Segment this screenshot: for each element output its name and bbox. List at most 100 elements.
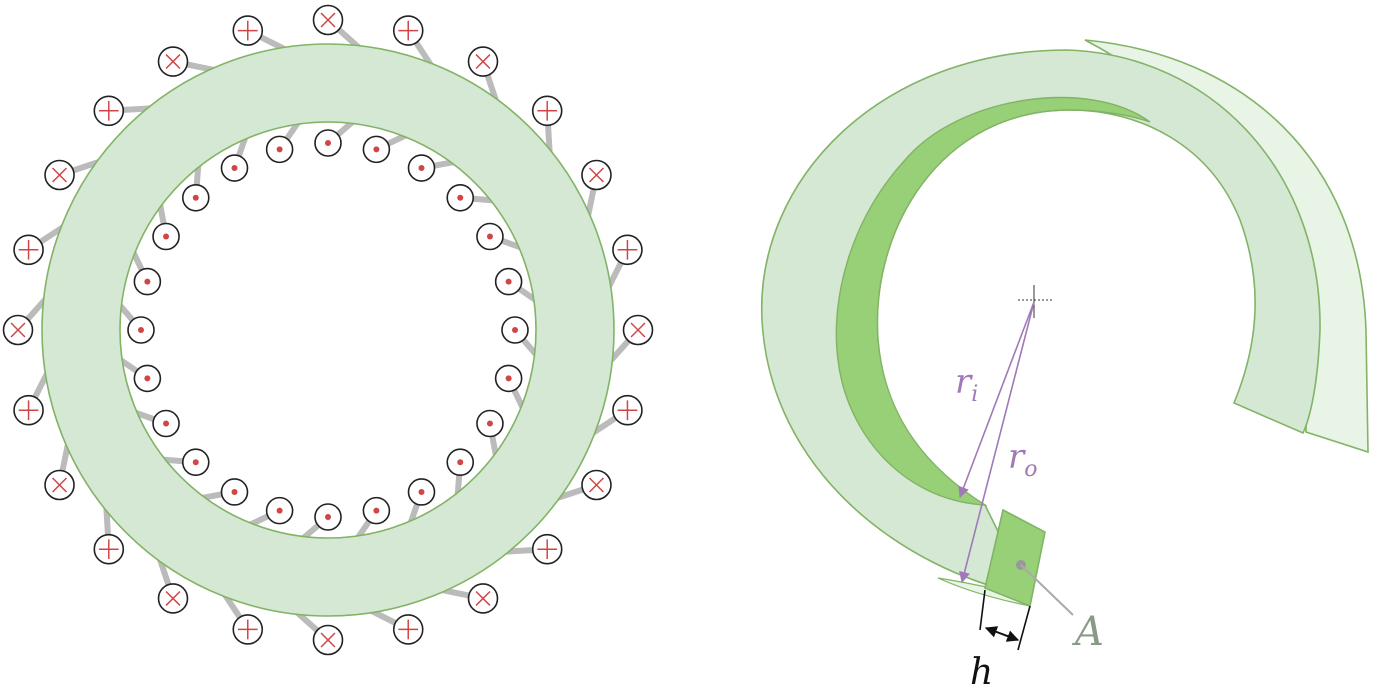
conductor-out-of-page <box>362 496 391 525</box>
cross-mark-stroke <box>165 54 181 70</box>
cross-mark-stroke <box>588 477 604 493</box>
cross-mark-stroke <box>10 322 26 338</box>
dot-mark <box>457 194 464 201</box>
cross-mark-stroke <box>630 322 646 338</box>
conductor-out-of-page <box>314 129 342 157</box>
dot-mark <box>163 233 170 240</box>
dot-mark <box>163 420 170 427</box>
thickness-extension-left <box>979 589 986 631</box>
conductor-out-of-page <box>476 409 504 438</box>
dot-mark <box>457 459 464 466</box>
toroid-winding-figure <box>2 4 654 656</box>
conductor-into-page <box>581 469 612 501</box>
conductor-out-of-page <box>152 222 180 251</box>
dot-mark <box>231 165 238 172</box>
conductor-out-of-page <box>476 222 504 251</box>
dot-mark <box>486 233 493 240</box>
conductor-out-of-page <box>152 409 180 438</box>
dot-mark <box>325 140 331 146</box>
conductor-into-page <box>531 95 563 127</box>
cross-section-leader <box>1020 564 1074 616</box>
dot-mark <box>231 488 238 495</box>
dot-mark <box>192 194 199 201</box>
inner-radius-label: ri <box>955 362 978 407</box>
cross-mark-stroke <box>52 477 68 493</box>
conductor-out-of-page <box>494 267 523 296</box>
conductor-out-of-page <box>265 135 294 164</box>
dot-mark <box>276 146 283 153</box>
conductor-into-page <box>622 314 654 346</box>
conductor-out-of-page <box>446 183 475 212</box>
conductor-into-page <box>612 234 643 266</box>
thickness-dimension-arrow <box>984 626 1020 642</box>
conductor-out-of-page <box>314 503 342 531</box>
conductor-into-page <box>467 46 499 77</box>
dot-mark <box>512 327 518 333</box>
dot-mark <box>373 507 380 514</box>
conductor-into-page <box>44 159 75 191</box>
conductor-out-of-page <box>181 448 210 477</box>
center-mark <box>1018 285 1052 318</box>
conductor-into-page <box>392 614 424 645</box>
conductor-into-page <box>2 314 34 346</box>
toroid-core-ring <box>41 43 615 617</box>
inner-winding-conductors <box>127 129 529 531</box>
dot-mark <box>486 420 493 427</box>
outer-winding-conductors <box>2 4 654 656</box>
conductor-into-page <box>232 15 264 46</box>
conductor-into-page <box>392 15 424 46</box>
cross-mark-stroke <box>52 167 68 183</box>
core-inner-wall <box>835 96 1151 506</box>
conductor-into-page <box>13 234 44 266</box>
cross-mark-stroke <box>320 12 336 28</box>
conductor-into-page <box>157 583 189 614</box>
conductor-out-of-page <box>181 183 210 212</box>
outer-radius-label: ro <box>1008 437 1038 482</box>
conductor-into-page <box>581 159 612 191</box>
dot-mark <box>373 146 380 153</box>
conductor-into-page <box>44 469 75 501</box>
inner-winding-legs <box>116 118 540 542</box>
conductor-into-page <box>467 583 499 614</box>
conductor-out-of-page <box>133 267 162 296</box>
conductor-out-of-page <box>127 316 155 344</box>
inner-radius-arrow <box>958 301 1035 499</box>
cross-mark-stroke <box>475 590 491 606</box>
dot-mark <box>505 375 512 382</box>
thickness-extension-right <box>1017 605 1031 651</box>
dot-mark <box>418 165 425 172</box>
conductor-into-page <box>93 95 125 127</box>
dot-mark <box>505 278 512 285</box>
conductor-into-page <box>312 4 344 36</box>
outer-radius-arrow <box>959 301 1035 584</box>
conductor-out-of-page <box>407 154 436 182</box>
dot-mark <box>276 507 283 514</box>
conductor-into-page <box>531 533 563 565</box>
cross-section-label: A <box>1071 609 1104 655</box>
conductor-into-page <box>93 533 125 565</box>
thickness-label: h <box>970 652 993 690</box>
cross-mark-stroke <box>588 167 604 183</box>
cross-mark-stroke <box>165 590 181 606</box>
conductor-into-page <box>612 394 643 426</box>
conductor-out-of-page <box>220 478 249 506</box>
conductor-out-of-page <box>494 364 523 393</box>
conductor-into-page <box>232 614 264 645</box>
conductor-into-page <box>157 46 189 77</box>
dot-mark <box>192 459 199 466</box>
cross-mark-stroke <box>475 54 491 70</box>
conductor-out-of-page <box>133 364 162 393</box>
conductor-out-of-page <box>220 154 249 182</box>
conductor-out-of-page <box>446 448 475 477</box>
dot-mark <box>138 327 144 333</box>
conductor-into-page <box>312 624 344 656</box>
dot-mark <box>144 375 151 382</box>
cut-toroid-figure: ri ro A h <box>761 39 1369 690</box>
conductor-out-of-page <box>407 478 436 506</box>
conductor-out-of-page <box>362 135 391 164</box>
conductor-out-of-page <box>501 316 529 344</box>
cross-mark-stroke <box>320 632 336 648</box>
dot-mark <box>418 488 425 495</box>
dot-mark <box>325 514 331 520</box>
